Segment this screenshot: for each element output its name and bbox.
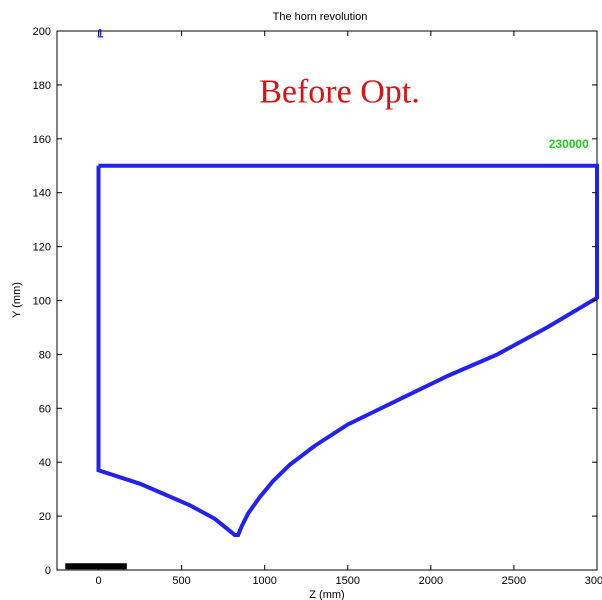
x-tick-label: 1000 — [252, 575, 276, 587]
x-tick-label: 1500 — [336, 575, 360, 587]
annotation-before-opt: Before Opt. — [259, 73, 420, 110]
y-tick-label: 0 — [45, 565, 51, 577]
x-tick-label: 2500 — [502, 575, 526, 587]
y-tick-label: 80 — [39, 349, 51, 361]
x-tick-label: 2000 — [419, 575, 443, 587]
y-tick-label: 200 — [33, 26, 51, 38]
marker-layer — [65, 563, 127, 570]
series-layer — [96, 163, 599, 537]
y-tick-label: 120 — [33, 242, 51, 254]
x-tick-label: 500 — [172, 575, 190, 587]
x-axis-label: Z (mm) — [309, 589, 344, 600]
y-tick-label: 20 — [39, 511, 51, 523]
y-tick-label: 60 — [39, 403, 51, 415]
chart-title: The horn revolution — [273, 11, 368, 23]
x-tick-label: 3000 — [585, 575, 602, 587]
y-tick-label: 180 — [33, 80, 51, 92]
y-axis-label: Y (mm) — [11, 282, 23, 318]
y-tick-label: 40 — [39, 457, 51, 469]
x-tick-label: 0 — [95, 575, 101, 587]
annotation-iteration-count: 230000 — [549, 137, 589, 151]
y-tick-label: 140 — [33, 188, 51, 200]
y-tick-label: 100 — [33, 296, 51, 308]
y-tick-label: 160 — [33, 134, 51, 146]
annotation-index: 1 — [97, 27, 104, 41]
horn-profile-line — [96, 163, 599, 537]
scale-marker-bar — [65, 563, 127, 570]
annotation-layer: Before Opt. 230000 1 — [97, 27, 589, 151]
tick-layer: 0 500 1000 1500 2000 2500 3000 0 20 40 60 80 100 120 1… — [33, 26, 602, 587]
